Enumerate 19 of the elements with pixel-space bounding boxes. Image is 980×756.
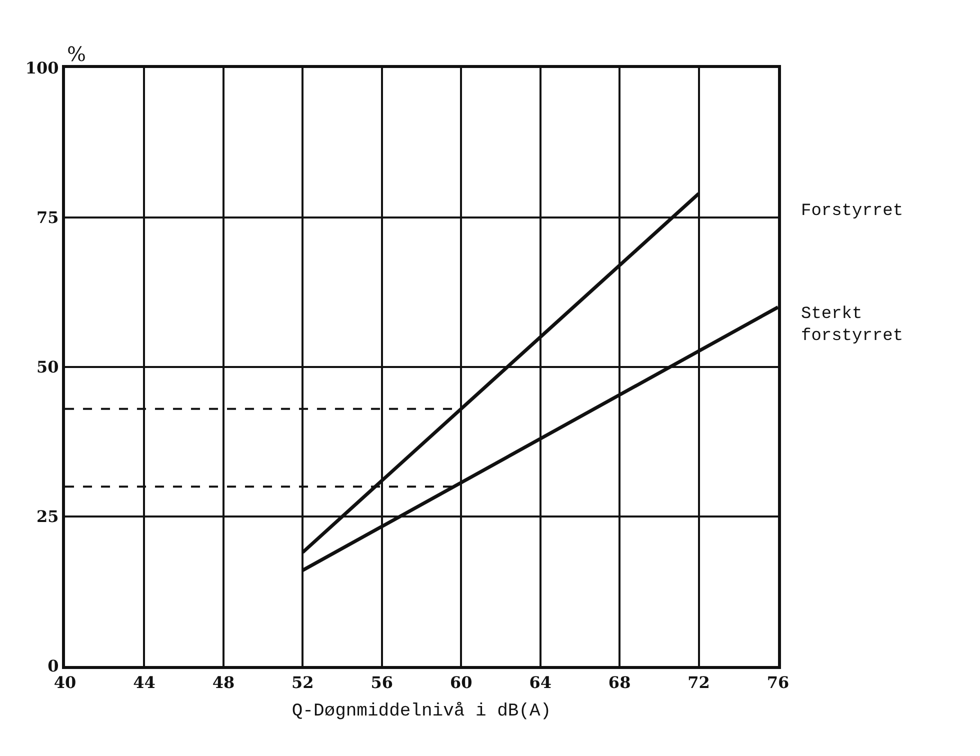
x-axis-title: Q-Døgnmiddelnivå i dB(A): [292, 701, 552, 722]
x-tick-label: 60: [450, 673, 472, 692]
y-tick-label: 75: [36, 208, 59, 228]
series-label: Sterkt forstyrret: [801, 305, 904, 346]
y-tick-label: 0: [48, 656, 59, 676]
x-tick-label: 64: [529, 673, 552, 692]
text: Forstyrret: [801, 202, 904, 221]
y-tick-label: 100: [25, 58, 59, 78]
x-tick-label: 56: [370, 673, 394, 692]
x-tick-label: 40: [54, 673, 76, 692]
x-tick-label: 44: [133, 673, 156, 692]
x-tick-label: 48: [212, 673, 235, 692]
x-tick-label: 68: [608, 673, 631, 692]
x-tick-label: 52: [292, 673, 314, 692]
y-tick-label: 50: [36, 358, 59, 377]
x-tick-label: 72: [688, 673, 710, 692]
y-axis-title: %: [67, 42, 86, 66]
y-tick-label: 25: [36, 507, 59, 526]
x-tick-label: 76: [766, 673, 790, 692]
